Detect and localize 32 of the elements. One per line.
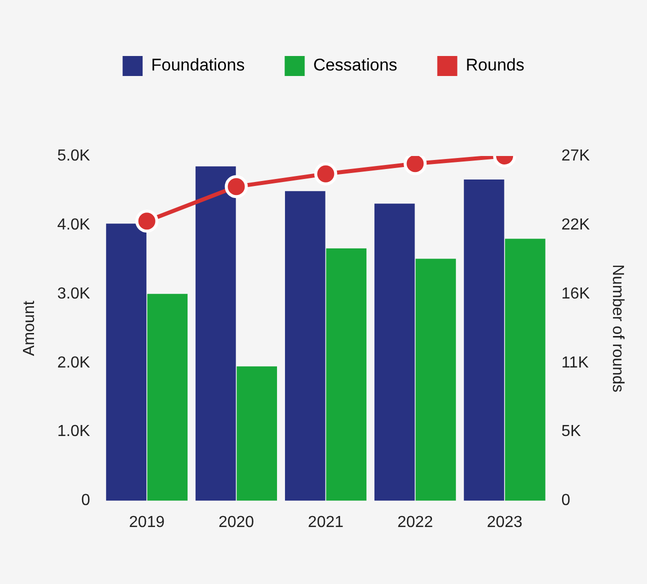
y-tick-label: 5.0K <box>57 147 90 164</box>
y-tick-label: 3.0K <box>57 285 90 302</box>
y2-tick-label: 0 <box>561 492 570 510</box>
legend-label: Cessations <box>313 56 398 75</box>
y-tick-label: 2.0K <box>57 354 90 372</box>
y2-tick-label: 11K <box>561 354 589 372</box>
y2-tick-label: 27K <box>561 147 590 164</box>
y2-tick-label: 5K <box>561 423 582 440</box>
legend-label: Rounds <box>466 56 524 75</box>
y2-axis-title: Number of rounds <box>608 264 626 392</box>
bar <box>374 204 415 501</box>
bar <box>284 191 326 501</box>
x-tick-label: 2021 <box>308 514 344 531</box>
y-tick-label: 1.0K <box>57 423 90 440</box>
y-tick-label: 4.0K <box>57 216 90 234</box>
bar <box>106 224 146 501</box>
bar <box>416 258 456 501</box>
y-tick-label: 0 <box>81 492 90 510</box>
bar <box>464 179 504 501</box>
bar <box>326 248 366 501</box>
bar <box>147 294 188 501</box>
x-tick-label: 2020 <box>218 514 254 531</box>
x-tick-label: 2023 <box>486 514 523 531</box>
bar <box>196 166 236 501</box>
bar <box>505 238 546 501</box>
legend-label: Foundations <box>151 56 245 75</box>
y2-tick-label: 22K <box>561 216 590 234</box>
y-axis-title: Amount <box>21 300 38 356</box>
bar <box>236 366 278 501</box>
x-tick-label: 2022 <box>397 514 434 531</box>
x-tick-label: 2019 <box>129 514 165 531</box>
y2-tick-label: 16K <box>561 285 590 302</box>
